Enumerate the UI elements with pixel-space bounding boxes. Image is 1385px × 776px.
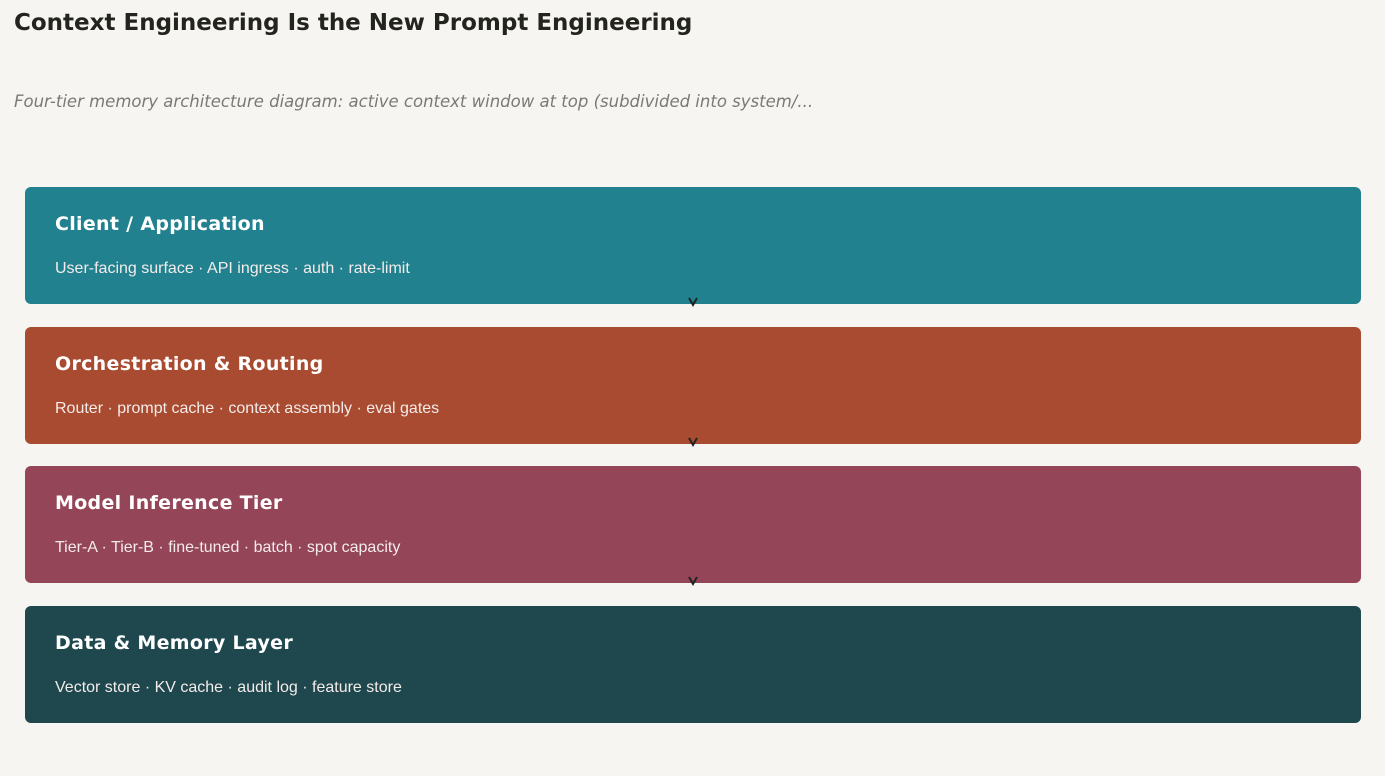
tier-detail: Vector store · KV cache · audit log · fe… [55,678,402,696]
tier-box: Data & Memory Layer Vector store · KV cac… [25,605,1361,723]
tier-box: Client / Application User-facing surface … [25,187,1361,304]
tier-detail: Tier-A · Tier-B · fine-tuned · batch · s… [55,539,401,556]
tier-title: Model Inference Tier [55,492,283,514]
tier-box: Orchestration & Routing Router · prompt c… [25,326,1361,444]
tier-detail: User-facing surface · API ingress · auth… [55,260,410,277]
arrow [688,297,698,308]
title: Context Engineering Is the New Prompt En… [14,10,693,36]
tier-detail: Router · prompt cache · context assembly… [55,399,440,417]
arrow [688,437,698,447]
tier-box: Model Inference Tier Tier-A · Tier-B · fi… [25,466,1361,583]
tier-title: Orchestration & Routing [55,352,324,375]
subtitle: Four-tier memory architecture diagram: a… [14,92,814,111]
tier-title: Client / Application [55,213,265,235]
tier-title: Data & Memory Layer [55,631,293,654]
arrow [688,576,698,587]
